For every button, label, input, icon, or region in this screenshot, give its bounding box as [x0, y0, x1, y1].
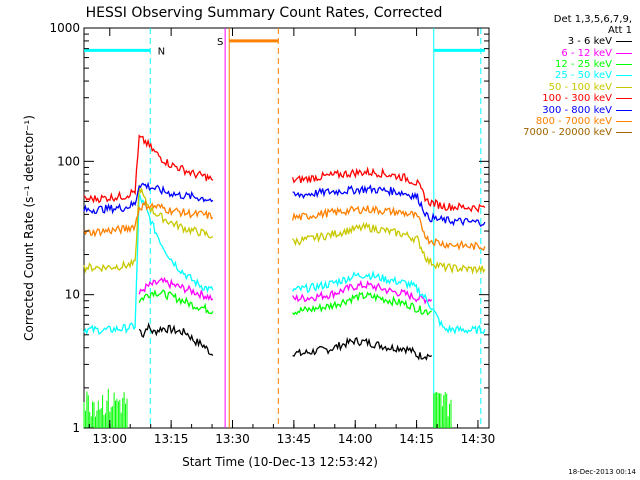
legend-header-detectors: Det 1,3,5,6,7,9,: [553, 14, 632, 25]
legend-label-3: 25 - 50 keV: [554, 70, 612, 82]
series-line-6-seg-0: [83, 181, 214, 215]
low-count-spikes-1: [433, 392, 452, 428]
legend-swatch-8: [616, 132, 632, 134]
legend-rows: 3 - 6 keV 6 - 12 keV 12 - 25 keV 25 - 50 ke…: [470, 36, 636, 139]
legend-item-0: 3 - 6 keV: [470, 36, 636, 47]
x-tick-label-0: 13:00: [92, 432, 127, 446]
series-line-4-seg-1: [292, 221, 486, 275]
annotation-n: N: [158, 46, 165, 57]
series-line-5-seg-1: [291, 166, 486, 213]
series-line-0-seg-0: [138, 322, 214, 356]
x-axis-label: Start Time (10-Dec-13 12:53:42): [182, 455, 378, 469]
legend-swatch-5: [616, 98, 632, 100]
legend-header-attenuator: Att 1: [607, 25, 632, 36]
x-tick-label-1: 13:15: [154, 432, 189, 446]
legend-swatch-7: [616, 120, 632, 122]
series-line-7-seg-0: [83, 199, 214, 238]
series-line-6-seg-1: [292, 184, 486, 228]
legend-swatch-2: [616, 63, 632, 65]
plot-frame: [83, 27, 490, 429]
legend-swatch-1: [616, 52, 632, 54]
series-line-5-seg-0: [83, 134, 214, 204]
x-tick-label-3: 13:45: [277, 432, 312, 446]
series-line-1-seg-0: [138, 276, 214, 302]
legend-swatch-0: [616, 41, 632, 43]
x-tick-label-4: 14:00: [338, 432, 373, 446]
series-line-1-seg-1: [292, 279, 433, 305]
y-tick-label-3: 1000: [49, 21, 80, 35]
series-line-3-seg-1: [292, 269, 486, 336]
legend: Det 1,3,5,6,7,9, Att 1 3 - 6 keV 6 - 12 k…: [470, 14, 636, 139]
annotation-s: S: [217, 37, 223, 48]
y-axis-label: Corrected Count Rate (s⁻¹ detector⁻¹): [22, 115, 36, 341]
legend-item-1: 6 - 12 keV: [470, 47, 636, 59]
x-tick-label-5: 14:15: [399, 432, 434, 446]
series-line-0-seg-1: [292, 336, 433, 361]
legend-label-0: 3 - 6 keV: [567, 36, 612, 48]
legend-item-7: 800 - 7000 keV: [470, 116, 636, 127]
legend-item-8: 7000 - 20000 keV: [470, 127, 636, 138]
legend-label-1: 6 - 12 keV: [561, 47, 612, 59]
y-tick-label-1: 10: [65, 288, 80, 302]
x-tick-label-6: 14:30: [461, 432, 496, 446]
legend-swatch-3: [616, 75, 632, 77]
legend-label-2: 12 - 25 keV: [554, 58, 612, 70]
y-tick-label-2: 100: [57, 154, 80, 168]
legend-swatch-4: [616, 86, 632, 88]
series-line-2-seg-0: [138, 289, 214, 315]
legend-item-3: 25 - 50 keV: [470, 70, 636, 81]
series-line-4-seg-0: [83, 184, 213, 274]
y-tick-label-0: 1: [72, 421, 80, 435]
series-line-2-seg-1: [292, 291, 432, 316]
legend-item-6: 300 - 800 keV: [470, 104, 636, 116]
legend-label-7: 800 - 7000 keV: [535, 115, 612, 127]
legend-item-5: 100 - 300 keV: [470, 93, 636, 104]
legend-label-6: 300 - 800 keV: [542, 104, 612, 116]
x-tick-label-2: 13:30: [215, 432, 250, 446]
series-line-3-seg-0: [83, 193, 214, 336]
legend-label-5: 100 - 300 keV: [542, 93, 612, 105]
series-line-7-seg-1: [291, 205, 486, 252]
legend-label-8: 7000 - 20000 keV: [523, 127, 612, 139]
legend-swatch-6: [616, 109, 632, 111]
legend-label-4: 50 - 100 keV: [548, 81, 612, 93]
legend-item-2: 12 - 25 keV: [470, 59, 636, 70]
timestamp: 18-Dec-2013 00:14: [568, 468, 636, 476]
legend-item-4: 50 - 100 keV: [470, 82, 636, 93]
low-count-spikes-0: [83, 388, 128, 428]
chart-title: HESSI Observing Summary Count Rates, Cor…: [86, 5, 443, 21]
plot-area: N S 13:00 13:15 13:30 13:45 14:00 14:15 14:30 1 10…: [49, 21, 495, 446]
